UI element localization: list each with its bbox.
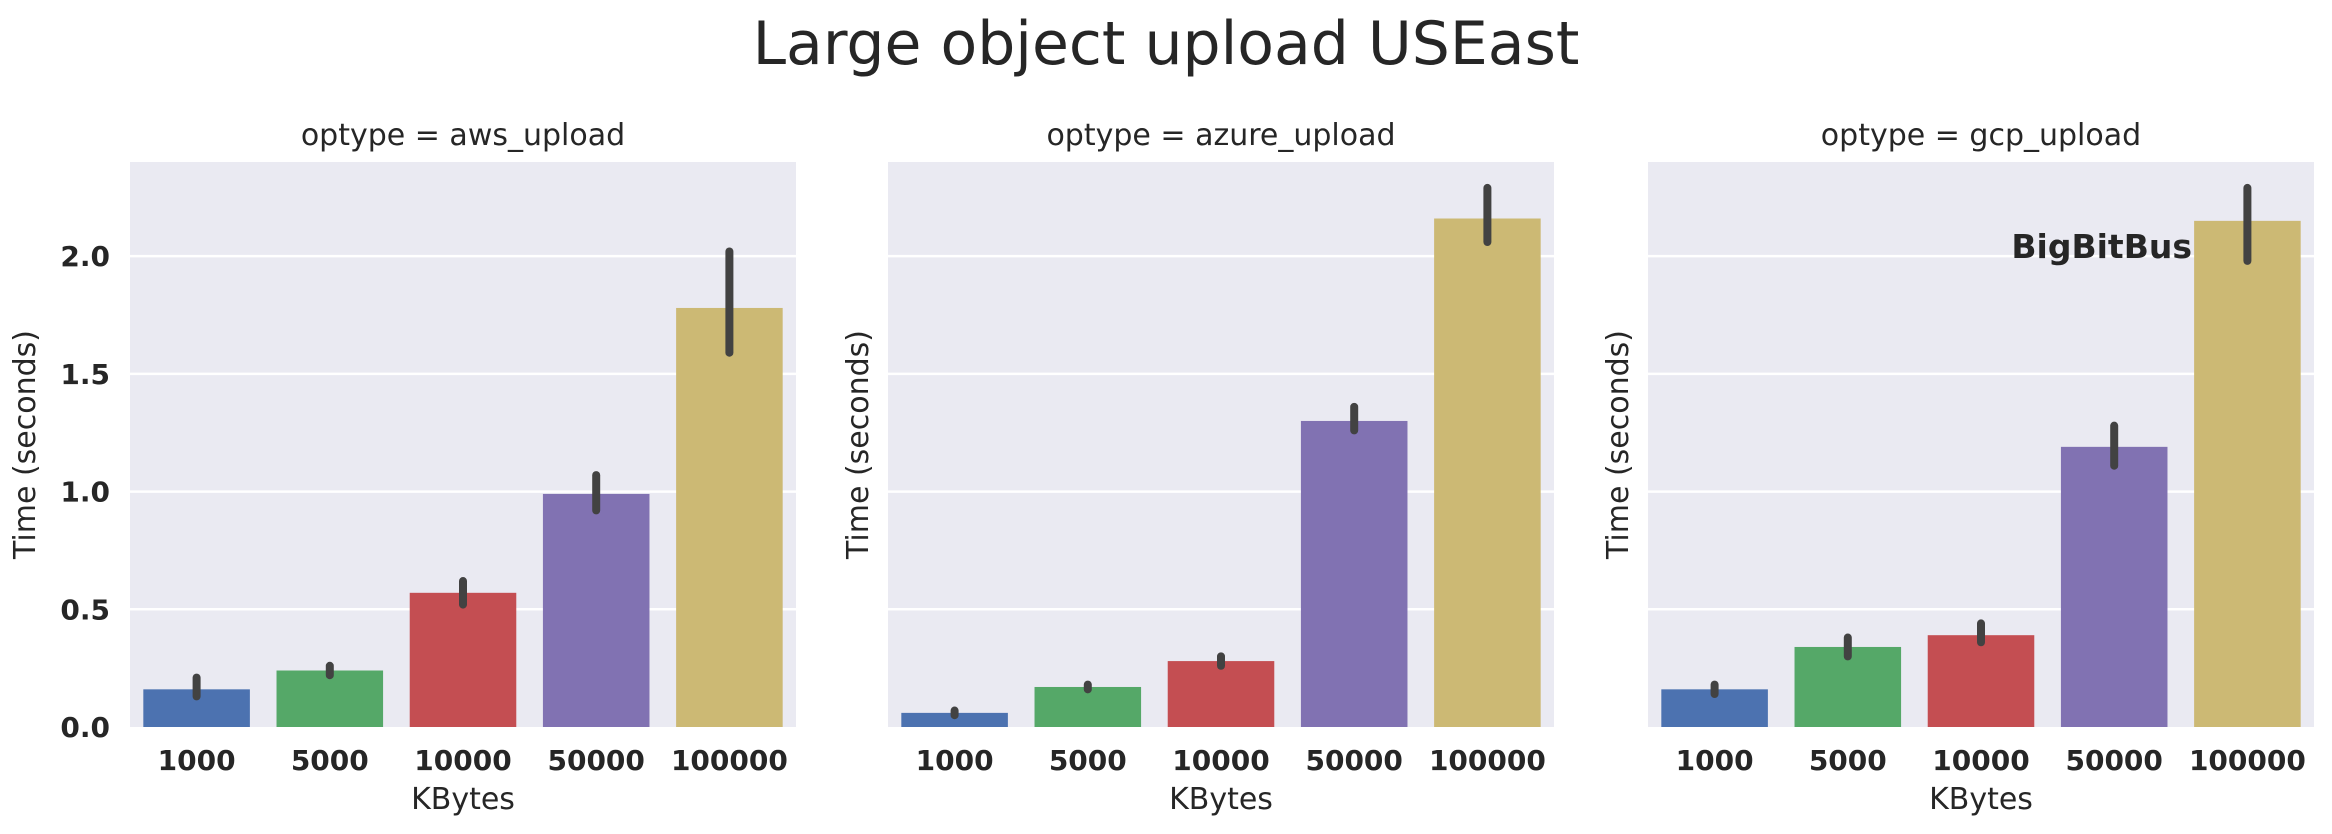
y-axis-label: Time (seconds) bbox=[8, 330, 43, 560]
panel-title: optype = azure_upload bbox=[1046, 118, 1395, 153]
x-tick-label: 10000 bbox=[1172, 744, 1269, 777]
x-tick-label: 100000 bbox=[671, 744, 788, 777]
bar bbox=[901, 712, 1008, 727]
chart-title: Large object upload USEast bbox=[753, 9, 1580, 79]
bar bbox=[1167, 661, 1275, 727]
bar bbox=[2194, 220, 2301, 727]
x-tick-label: 50000 bbox=[1305, 744, 1402, 777]
panel-1: Time (seconds) optype = azure_upload 1000 5… bbox=[841, 118, 1554, 817]
bar bbox=[1300, 420, 1408, 727]
bar bbox=[409, 592, 517, 727]
x-tick-label: 1000 bbox=[158, 744, 236, 777]
y-tick-label: 2.0 bbox=[60, 240, 110, 273]
x-tick-label: 5000 bbox=[291, 744, 369, 777]
x-tick-label: 100000 bbox=[1429, 744, 1546, 777]
x-axis-label: KBytes bbox=[411, 782, 515, 817]
panel-0: 0.0 0.5 1.0 1.5 2.0 Time (seconds) optype = aw… bbox=[8, 118, 796, 817]
y-tick-label: 0.5 bbox=[60, 593, 110, 626]
bar bbox=[1927, 635, 2035, 727]
y-tick-label: 1.5 bbox=[60, 358, 110, 391]
x-tick-label: 5000 bbox=[1809, 744, 1887, 777]
y-axis-label: Time (seconds) bbox=[1601, 330, 1636, 560]
y-axis-label: Time (seconds) bbox=[841, 330, 876, 560]
x-tick-label: 10000 bbox=[414, 744, 511, 777]
annotation-text: BigBitBus bbox=[2011, 227, 2192, 266]
x-tick-label: 5000 bbox=[1049, 744, 1127, 777]
x-tick-label: 10000 bbox=[1932, 744, 2029, 777]
bar bbox=[542, 493, 650, 727]
x-tick-label: 1000 bbox=[1676, 744, 1754, 777]
panels: 0.0 0.5 1.0 1.5 2.0 Time (seconds) optype = aw… bbox=[8, 118, 2314, 817]
bar bbox=[2060, 446, 2168, 727]
bar bbox=[676, 307, 783, 727]
x-tick-label: 50000 bbox=[547, 744, 644, 777]
panel-title: optype = aws_upload bbox=[301, 118, 625, 153]
bar bbox=[276, 670, 384, 727]
panel-title: optype = gcp_upload bbox=[1821, 118, 2141, 153]
bar bbox=[1434, 218, 1541, 727]
y-tick-label: 0.0 bbox=[60, 711, 110, 744]
x-tick-label: 100000 bbox=[2189, 744, 2306, 777]
x-tick-label: 50000 bbox=[2065, 744, 2162, 777]
x-axis-label: KBytes bbox=[1929, 782, 2033, 817]
bar bbox=[1034, 686, 1142, 727]
y-tick-label: 1.0 bbox=[60, 476, 110, 509]
x-axis-label: KBytes bbox=[1169, 782, 1273, 817]
x-tick-label: 1000 bbox=[916, 744, 994, 777]
panel-2: Time (seconds) optype = gcp_upload 1000 500… bbox=[1601, 118, 2314, 817]
